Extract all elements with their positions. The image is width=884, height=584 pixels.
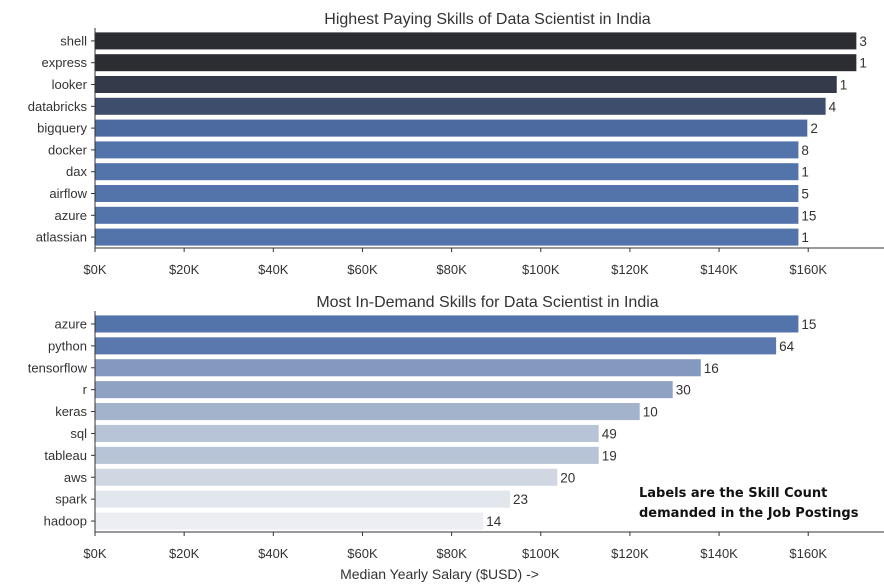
data-label: 4 — [829, 99, 837, 114]
chart-annotation: Labels are the Skill Count demanded in t… — [639, 486, 859, 521]
x-tick-label: $60K — [347, 262, 378, 277]
bar-docker — [95, 141, 799, 159]
category-label: looker — [52, 77, 88, 92]
x-tick-label: $0K — [83, 262, 106, 277]
x-tick-label: $140K — [700, 546, 738, 561]
bar-hadoop — [95, 512, 484, 530]
category-label: express — [41, 55, 87, 70]
category-label: python — [48, 338, 87, 353]
data-label: 1 — [801, 230, 809, 245]
x-tick-label: $100K — [522, 546, 560, 561]
category-label: airflow — [49, 186, 87, 201]
x-axis-label: Median Yearly Salary ($USD) -> — [340, 566, 539, 582]
category-label: r — [83, 382, 88, 397]
x-tick-label: $100K — [522, 262, 560, 277]
data-label: 19 — [602, 448, 617, 463]
category-label: sql — [70, 426, 87, 441]
data-label: 5 — [801, 187, 809, 202]
data-label: 30 — [676, 383, 691, 398]
bar-shell — [95, 32, 857, 50]
category-label: azure — [54, 208, 87, 223]
data-label: 1 — [801, 165, 809, 180]
x-tick-label: $160K — [789, 546, 827, 561]
bar-keras — [95, 403, 640, 421]
x-tick-label: $20K — [169, 262, 200, 277]
bar-r — [95, 381, 673, 399]
category-label: azure — [54, 316, 87, 331]
x-tick-label: $80K — [436, 262, 467, 277]
bar-python — [95, 337, 777, 355]
data-label: 3 — [859, 34, 867, 49]
category-label: dax — [66, 164, 87, 179]
category-label: bigquery — [37, 121, 87, 136]
category-label: aws — [64, 470, 88, 485]
data-label: 20 — [560, 470, 575, 485]
data-label: 16 — [704, 361, 719, 376]
data-label: 2 — [810, 121, 818, 136]
category-label: keras — [55, 404, 87, 419]
data-label: 64 — [779, 339, 795, 354]
bar-azure — [95, 206, 799, 224]
data-label: 10 — [643, 405, 658, 420]
bar-bigquery — [95, 119, 808, 137]
bar-aws — [95, 468, 558, 486]
category-label: tableau — [44, 448, 87, 463]
x-tick-label: $20K — [169, 546, 200, 561]
category-label: docker — [48, 142, 88, 157]
data-label: 1 — [859, 56, 867, 71]
category-label: spark — [55, 492, 87, 507]
data-label: 15 — [801, 317, 816, 332]
bar-databricks — [95, 97, 826, 115]
category-label: tensorflow — [28, 360, 88, 375]
data-label: 1 — [840, 78, 848, 93]
bar-spark — [95, 490, 511, 508]
bar-atlassian — [95, 228, 799, 246]
data-label: 49 — [602, 426, 617, 441]
data-label: 14 — [486, 514, 502, 529]
data-label: 23 — [513, 492, 528, 507]
x-tick-label: $80K — [436, 546, 467, 561]
category-label: hadoop — [44, 514, 87, 529]
chart-title: Most In-Demand Skills for Data Scientist… — [316, 294, 658, 311]
x-tick-label: $40K — [258, 546, 289, 561]
bar-express — [95, 54, 857, 72]
x-tick-label: $140K — [700, 262, 738, 277]
x-tick-label: $120K — [611, 546, 649, 561]
x-tick-label: $60K — [347, 546, 378, 561]
x-tick-label: $120K — [611, 262, 649, 277]
bar-looker — [95, 75, 837, 94]
chart-title: Highest Paying Skills of Data Scientist … — [324, 11, 650, 28]
data-label: 15 — [801, 208, 816, 223]
bar-dax — [95, 163, 799, 181]
category-label: shell — [60, 33, 87, 48]
bar-tableau — [95, 446, 599, 464]
x-tick-label: $0K — [83, 546, 106, 561]
x-tick-label: $40K — [258, 262, 289, 277]
bar-airflow — [95, 184, 799, 203]
x-tick-label: $160K — [789, 262, 827, 277]
category-label: atlassian — [36, 230, 87, 245]
chart-most-in-demand: Most In-Demand Skills for Data Scientist… — [28, 294, 884, 582]
bar-azure — [95, 315, 799, 333]
chart-highest-paying: Highest Paying Skills of Data Scientist … — [28, 11, 884, 277]
bar-tensorflow — [95, 359, 701, 377]
category-label: databricks — [28, 99, 88, 114]
data-label: 8 — [801, 143, 809, 158]
bar-sql — [95, 424, 599, 442]
